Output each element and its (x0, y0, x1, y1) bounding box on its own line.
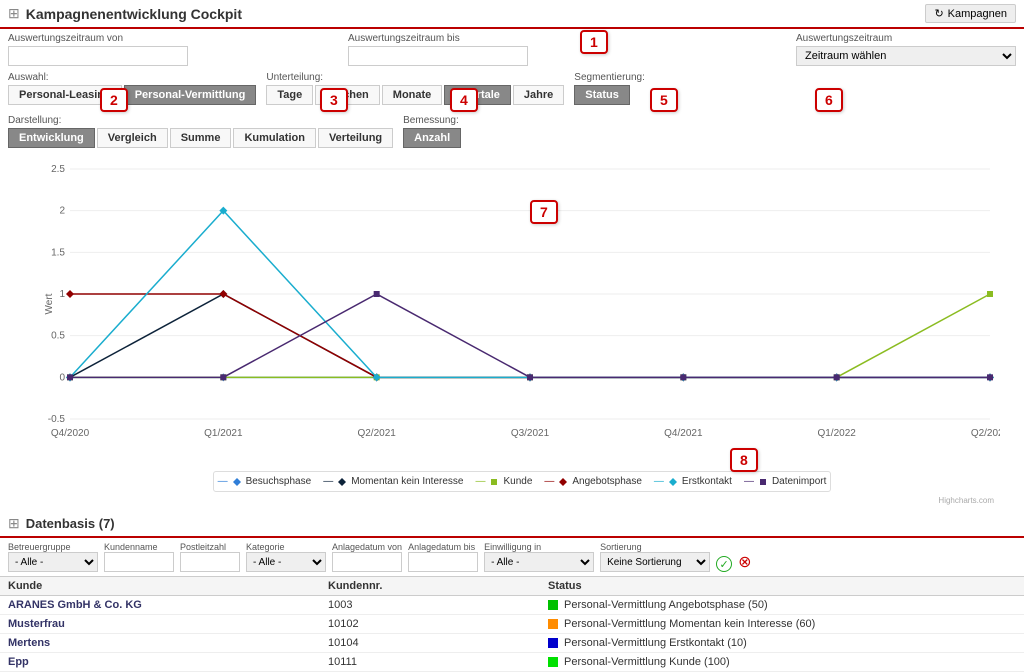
darstellung-btn-vergleich[interactable]: Vergleich (97, 128, 168, 148)
darstellung-btn-entwicklung[interactable]: Entwicklung (8, 128, 95, 148)
table-row[interactable]: Musterfrau 10102 Personal-Vermittlung Mo… (0, 615, 1024, 634)
status-color-icon (548, 638, 558, 648)
annotation-2: 2 (100, 88, 128, 112)
svg-text:Q3/2021: Q3/2021 (511, 428, 550, 439)
col-header[interactable]: Kundennr. (320, 577, 540, 596)
svg-text:0: 0 (59, 372, 65, 383)
segmentierung-btn-status[interactable]: Status (574, 85, 630, 105)
svg-text:Q4/2021: Q4/2021 (664, 428, 703, 439)
zeitraum-select[interactable]: Zeitraum wählen (796, 46, 1016, 66)
db-filter-anlage_von[interactable] (332, 552, 402, 572)
svg-text:2.5: 2.5 (51, 164, 65, 175)
zeitraum-label: Auswertungszeitraum (796, 33, 1016, 44)
datenbasis-table: KundeKundennr.Status ARANES GmbH & Co. K… (0, 577, 1024, 672)
annotation-7: 7 (530, 200, 558, 224)
annotation-1: 1 (580, 30, 608, 54)
von-input[interactable] (8, 46, 188, 66)
unterteilung-label: Unterteilung: (266, 72, 564, 83)
svg-text:Q4/2020: Q4/2020 (51, 428, 90, 439)
darstellung-label: Darstellung: (8, 115, 393, 126)
annotation-8: 8 (730, 448, 758, 472)
datenbasis-title: Datenbasis (7) (26, 516, 115, 531)
db-filter-kategorie[interactable]: - Alle - (246, 552, 326, 572)
svg-text:Q2/2021: Q2/2021 (357, 428, 396, 439)
bis-input[interactable] (348, 46, 528, 66)
svg-text:-0.5: -0.5 (48, 414, 66, 425)
legend-item[interactable]: —Angebotsphase (544, 476, 642, 487)
annotation-4: 4 (450, 88, 478, 112)
kunde-link[interactable]: Musterfrau (8, 618, 65, 630)
svg-text:1.5: 1.5 (51, 247, 65, 258)
svg-text:Wert: Wert (44, 293, 55, 314)
data-icon: ⊞ (8, 515, 20, 532)
dashboard-icon: ⊞ (8, 5, 20, 22)
svg-text:Q1/2021: Q1/2021 (204, 428, 243, 439)
db-filter-postleitzahl[interactable] (180, 552, 240, 572)
annotation-3: 3 (320, 88, 348, 112)
unterteilung-btn-monate[interactable]: Monate (382, 85, 443, 105)
table-row[interactable]: ARANES GmbH & Co. KG 1003 Personal-Vermi… (0, 596, 1024, 615)
page-header: ⊞ Kampagnenentwicklung Cockpit ↻Kampagne… (0, 0, 1024, 29)
svg-text:Q1/2022: Q1/2022 (817, 428, 856, 439)
bemessung-btn-anzahl[interactable]: Anzahl (403, 128, 461, 148)
status-color-icon (548, 600, 558, 610)
db-filter-sortierung[interactable]: Keine Sortierung (600, 552, 710, 572)
svg-text:2: 2 (59, 206, 65, 217)
date-filters: Auswertungszeitraum von Auswertungszeitr… (0, 29, 1024, 70)
col-header[interactable]: Kunde (0, 577, 320, 596)
status-color-icon (548, 619, 558, 629)
line-chart: -0.5 0 0.5 1 1.5 2 2.5 Q4/2020 Q1/2021 Q2/2021 Q3/… (40, 164, 1000, 464)
auswahl-btn-personal-vermittlung[interactable]: Personal-Vermittlung (124, 85, 257, 105)
kunde-link[interactable]: ARANES GmbH & Co. KG (8, 599, 142, 611)
von-label: Auswertungszeitraum von (8, 33, 188, 44)
db-filter-kundenname[interactable] (104, 552, 174, 572)
table-row[interactable]: Epp 10111 Personal-Vermittlung Kunde (10… (0, 653, 1024, 672)
status-color-icon (548, 657, 558, 667)
col-header[interactable]: Status (540, 577, 1024, 596)
chart-credits: Highcharts.com (40, 496, 1004, 505)
datenbasis-header: ⊞ Datenbasis (7) (0, 511, 1024, 538)
chart-area: -0.5 0 0.5 1 1.5 2 2.5 Q4/2020 Q1/2021 Q2/2021 Q3/… (0, 154, 1024, 505)
legend-item[interactable]: —Momentan kein Interesse (323, 476, 463, 487)
annotation-6: 6 (815, 88, 843, 112)
kunde-link[interactable]: Mertens (8, 637, 50, 649)
legend-item[interactable]: —Kunde (475, 476, 532, 487)
auswahl-label: Auswahl: (8, 72, 256, 83)
table-row[interactable]: Mertens 10104 Personal-Vermittlung Erstk… (0, 634, 1024, 653)
apply-filter-icon[interactable]: ✓ (716, 556, 732, 572)
page-title: Kampagnenentwicklung Cockpit (26, 6, 926, 22)
datenbasis-filters: Betreuergruppe- Alle -KundennamePostleit… (0, 538, 1024, 577)
legend-item[interactable]: —Besuchsphase (218, 476, 312, 487)
darstellung-btn-summe[interactable]: Summe (170, 128, 232, 148)
legend-item[interactable]: —Datenimport (744, 476, 826, 487)
chart-legend: —Besuchsphase —Momentan kein Interesse —Ku… (213, 471, 832, 492)
db-filter-einwilligung[interactable]: - Alle - (484, 552, 594, 572)
segmentierung-label: Segmentierung: (574, 72, 645, 83)
bis-label: Auswertungszeitraum bis (348, 33, 528, 44)
bemessung-label: Bemessung: (403, 115, 461, 126)
unterteilung-btn-tage[interactable]: Tage (266, 85, 313, 105)
unterteilung-btn-jahre[interactable]: Jahre (513, 85, 564, 105)
svg-text:1: 1 (59, 289, 65, 300)
svg-text:0.5: 0.5 (51, 331, 65, 342)
legend-item[interactable]: —Erstkontakt (654, 476, 732, 487)
darstellung-btn-kumulation[interactable]: Kumulation (233, 128, 316, 148)
db-filter-betreuergruppe[interactable]: - Alle - (8, 552, 98, 572)
annotation-5: 5 (650, 88, 678, 112)
clear-filter-icon[interactable]: ⊗ (738, 552, 751, 572)
darstellung-btn-verteilung[interactable]: Verteilung (318, 128, 393, 148)
refresh-icon: ↻ (934, 7, 943, 20)
db-filter-anlage_bis[interactable] (408, 552, 478, 572)
chart-toolbar: Auswahl:Personal-LeasingPersonal-Vermitt… (0, 70, 1024, 154)
kampagnen-button[interactable]: ↻Kampagnen (925, 4, 1016, 23)
kunde-link[interactable]: Epp (8, 656, 29, 668)
svg-text:Q2/2022: Q2/2022 (971, 428, 1000, 439)
